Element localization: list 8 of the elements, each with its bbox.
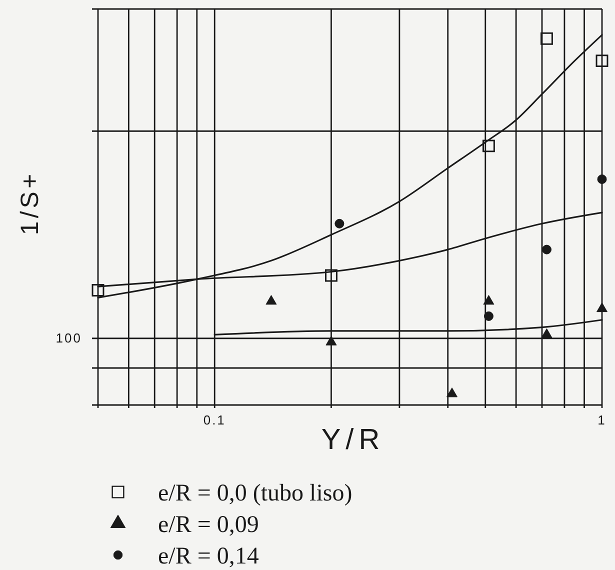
y-axis-title: 1/S+ xyxy=(16,170,44,236)
x-axis-title: Y/R xyxy=(321,424,385,456)
legend-label: e/R = 0,0 (tubo liso) xyxy=(158,480,352,506)
text: 100 xyxy=(56,330,82,346)
x-tick-label: 1 xyxy=(598,412,606,428)
legend-label: e/R = 0,14 xyxy=(158,543,259,570)
legend-label: e/R = 0,09 xyxy=(158,512,259,538)
x-tick-label: 0.1 xyxy=(203,412,226,428)
